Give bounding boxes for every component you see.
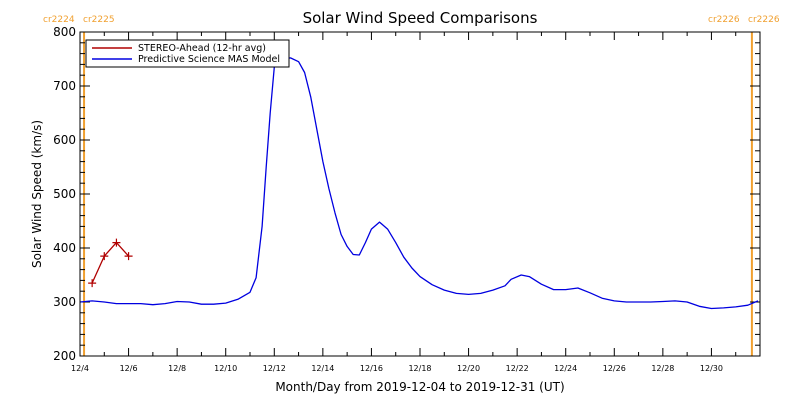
- stereo-ahead-point: [112, 238, 121, 247]
- y-tick-label: 500: [53, 187, 76, 201]
- rotation-lines: [83, 32, 753, 356]
- stereo-ahead-point: [88, 279, 97, 288]
- x-tick-label: 12/4: [71, 364, 89, 373]
- cr-label: cr2224: [43, 15, 75, 25]
- series-layer: [79, 57, 759, 310]
- legend-box: [85, 39, 290, 68]
- y-tick-label: 300: [53, 295, 76, 309]
- x-tick-label: 12/24: [554, 364, 577, 373]
- y-axis-label: Solar Wind Speed (km/s): [30, 120, 44, 268]
- x-axis-ticks: 12/4 12/6 12/8 12/10 12/12 12/14 12/16 12/18 12/…: [71, 32, 761, 373]
- x-tick-label: 12/28: [651, 364, 674, 373]
- mas-model-line: [79, 57, 759, 310]
- cr-label: cr2226: [708, 15, 740, 25]
- chart-title: Solar Wind Speed Comparisons: [303, 9, 538, 27]
- legend-label-stereo: STEREO-Ahead (12-hr avg): [138, 43, 266, 54]
- x-tick-label: 12/18: [408, 364, 431, 373]
- x-tick-label: 12/8: [168, 364, 186, 373]
- x-tick-label: 12/26: [603, 364, 626, 373]
- legend: STEREO-Ahead (12-hr avg) Predictive Scie…: [85, 39, 290, 68]
- x-tick-label: 12/16: [360, 364, 383, 373]
- y-tick-label: 200: [53, 349, 76, 363]
- y-axis-ticks: 200 300 400 500 600 700 800: [53, 25, 760, 363]
- x-tick-label: 12/14: [311, 364, 334, 373]
- y-tick-label: 800: [53, 25, 76, 39]
- plot-frame: [79, 31, 761, 357]
- x-tick-label: 12/10: [214, 364, 237, 373]
- cr-label: cr2226: [748, 15, 780, 25]
- y-tick-label: 600: [53, 133, 76, 147]
- x-tick-label: 12/30: [700, 364, 723, 373]
- cr-label: cr2225: [83, 15, 115, 25]
- carrington-rotation-labels: cr2224 cr2225 cr2226 cr2226: [43, 15, 780, 25]
- legend-label-model: Predictive Science MAS Model: [138, 54, 280, 65]
- x-tick-label: 12/22: [506, 364, 529, 373]
- x-tick-label: 12/20: [457, 364, 480, 373]
- x-axis-label: Month/Day from 2019-12-04 to 2019-12-31 …: [275, 380, 564, 394]
- x-tick-label: 12/12: [263, 364, 286, 373]
- stereo-ahead-point: [100, 252, 109, 261]
- y-tick-label: 400: [53, 241, 76, 255]
- x-tick-label: 12/6: [120, 364, 138, 373]
- stereo-ahead-line: [91, 241, 130, 284]
- stereo-ahead-point: [124, 252, 133, 261]
- y-tick-label: 700: [53, 79, 76, 93]
